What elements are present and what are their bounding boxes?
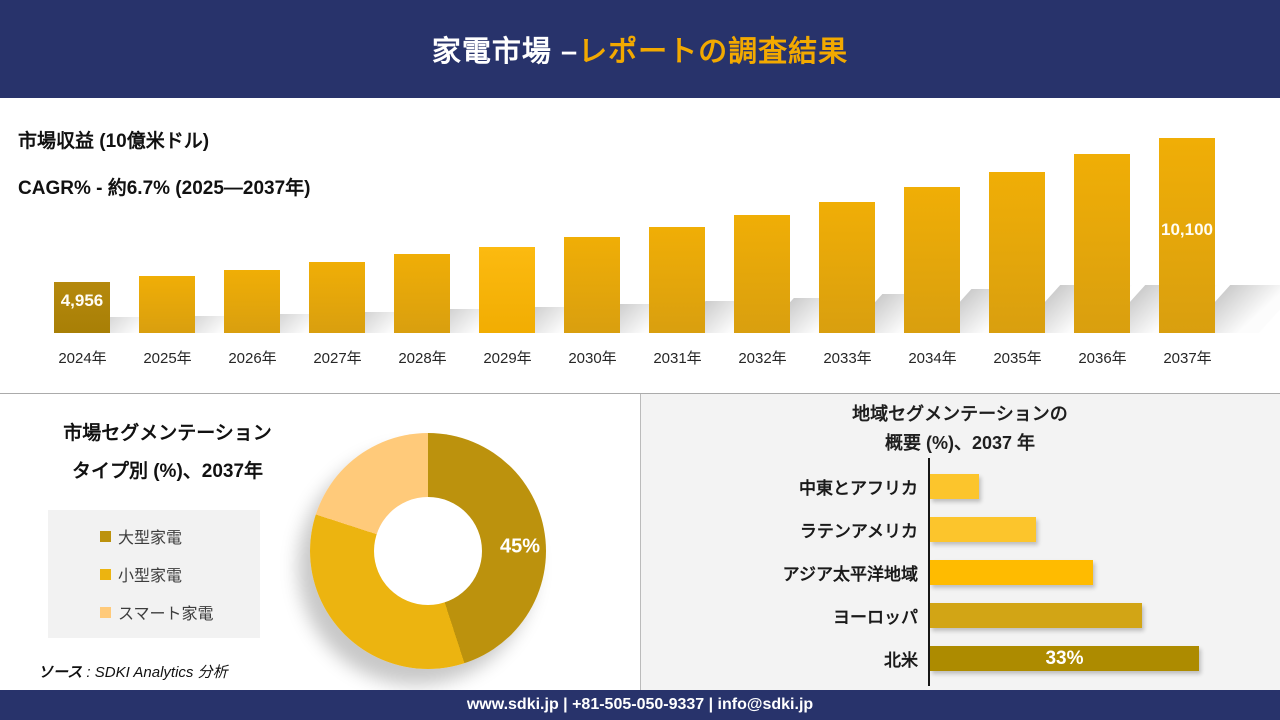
bar-column: 2025年 xyxy=(125,120,255,367)
revenue-bar-2036年 xyxy=(1074,154,1130,333)
year-axis-label: 2032年 xyxy=(738,350,787,367)
year-axis-label: 2035年 xyxy=(993,350,1042,367)
footer-banner: www.sdki.jp | +81-505-050-9337 | info@sd… xyxy=(0,690,1280,720)
region-label-ラテンアメリカ: ラテンアメリカ xyxy=(799,522,918,541)
bar-column: 2026年 xyxy=(210,120,342,367)
revenue-bar-2027年 xyxy=(309,262,365,333)
revenue-bar-2033年 xyxy=(819,202,875,333)
bar-value-label: 4,956 xyxy=(60,291,104,310)
region-row: 中東とアフリカ xyxy=(650,465,1250,508)
region-bar-ラテンアメリカ xyxy=(930,517,1036,542)
bar-column: 2032年 xyxy=(720,120,866,367)
year-axis-label: 2030年 xyxy=(568,350,617,367)
bar-column: 10,100 2037年 xyxy=(1145,120,1280,367)
legend-swatch xyxy=(100,606,111,618)
regional-bar-chart: 中東とアフリカ ラテンアメリカアジア太平洋地域ヨーロッパ北米 33% xyxy=(650,465,1250,680)
region-row: 北米 33% xyxy=(650,637,1250,680)
year-axis-label: 2029年 xyxy=(483,350,532,367)
year-axis-label: 2024年 xyxy=(58,350,107,367)
section-divider xyxy=(0,393,1280,394)
revenue-bar-chart: 4,956 2024年 2025年 2026年 2027年 2028年 2029年 2030年… xyxy=(40,120,1280,367)
year-axis-label: 2037年 xyxy=(1163,350,1212,367)
region-bar-アジア太平洋地域 xyxy=(930,560,1093,585)
page-title: 家電市場 –レポートの調査結果 xyxy=(432,28,848,70)
footer-contact: www.sdki.jp | +81-505-050-9337 | info@sd… xyxy=(466,696,814,713)
bar-column: 2034年 xyxy=(890,120,1044,367)
region-bar-中東とアフリカ xyxy=(930,474,979,499)
regional-chart-title-line1: 地域セグメンテーションの xyxy=(852,404,1068,424)
region-bar-ヨーロッパ xyxy=(930,603,1142,628)
bar-column: 2030年 xyxy=(550,120,690,367)
revenue-bar-2024年: 4,956 xyxy=(54,282,110,333)
region-row: ヨーロッパ xyxy=(650,594,1250,637)
bar-value-label: 10,100 xyxy=(1161,220,1213,239)
region-bar-北米: 33% xyxy=(930,646,1199,671)
regional-chart-title-line2: 概要 (%)、2037 年 xyxy=(884,433,1036,453)
revenue-bar-2026年 xyxy=(224,270,280,333)
region-label-アジア太平洋地域: アジア太平洋地域 xyxy=(782,565,918,584)
legend-item-スマート家電: スマート家電 xyxy=(100,600,260,624)
region-label-中東とアフリカ: 中東とアフリカ xyxy=(799,479,918,498)
page-title-market: 家電市場 – xyxy=(431,36,579,68)
type-chart-title-line1: 市場セグメンテーション xyxy=(63,423,272,444)
revenue-bar-2030年 xyxy=(564,237,620,333)
regional-panel-background xyxy=(640,394,1280,690)
legend-item-小型家電: 小型家電 xyxy=(100,562,260,586)
header-banner: 家電市場 –レポートの調査結果 xyxy=(0,0,1280,98)
revenue-bar-2037年: 10,100 xyxy=(1159,138,1215,333)
region-label-ヨーロッパ: ヨーロッパ xyxy=(833,608,918,627)
revenue-bar-2031年 xyxy=(649,227,705,333)
region-label-北米: 北米 xyxy=(884,651,918,670)
region-value-label: 33% xyxy=(1045,647,1084,669)
legend-label: 大型家電 xyxy=(118,530,183,547)
type-chart-title-line2: タイプ別 (%)、2037年 xyxy=(71,461,264,482)
bar-column: 2028年 xyxy=(380,120,516,367)
revenue-bar-2025年 xyxy=(139,276,195,333)
bar-column: 2027年 xyxy=(295,120,429,367)
source-prefix: ソース xyxy=(38,664,83,681)
year-axis-label: 2033年 xyxy=(823,350,872,367)
cagr-label: CAGR% - 約6.7% (2025―2037年) xyxy=(18,178,311,199)
region-row: アジア太平洋地域 xyxy=(650,551,1250,594)
year-axis-label: 2036年 xyxy=(1078,350,1127,367)
bar-column: 2031年 xyxy=(635,120,778,367)
legend-swatch xyxy=(100,568,111,580)
year-axis-label: 2027年 xyxy=(313,350,362,367)
year-axis-label: 2031年 xyxy=(653,350,702,367)
regional-chart-axis xyxy=(928,458,930,686)
revenue-metric-label: 市場収益 (10億米ドル) xyxy=(18,131,210,152)
source-text: : SDKI Analytics 分析 xyxy=(82,664,228,681)
year-axis-label: 2034年 xyxy=(908,350,957,367)
region-row: ラテンアメリカ xyxy=(650,508,1250,551)
bar-column: 2033年 xyxy=(805,120,955,367)
type-donut-chart xyxy=(310,433,546,669)
year-axis-label: 2028年 xyxy=(398,350,447,367)
bar-column: 2036年 xyxy=(1060,120,1218,367)
legend-item-大型家電: 大型家電 xyxy=(100,524,260,548)
bar-column: 2035年 xyxy=(975,120,1133,367)
year-axis-label: 2026年 xyxy=(228,350,277,367)
revenue-bar-2028年 xyxy=(394,254,450,333)
page-title-report: レポートの調査結果 xyxy=(578,36,849,68)
donut-value-label: 45% xyxy=(499,535,541,558)
bar-column: 2029年 xyxy=(465,120,603,367)
legend-swatch xyxy=(100,530,111,542)
revenue-bar-2034年 xyxy=(904,187,960,333)
year-axis-label: 2025年 xyxy=(143,350,192,367)
source-note: ソース : SDKI Analytics 分析 xyxy=(38,661,228,682)
type-chart-legend: 大型家電小型家電スマート家電 xyxy=(48,510,260,638)
revenue-bar-2029年 xyxy=(479,247,535,333)
revenue-bar-2032年 xyxy=(734,215,790,333)
donut-hole xyxy=(374,497,482,605)
legend-label: 小型家電 xyxy=(118,568,183,585)
revenue-bar-2035年 xyxy=(989,172,1045,333)
legend-label: スマート家電 xyxy=(118,606,214,623)
bar-column: 4,956 2024年 xyxy=(40,120,169,367)
